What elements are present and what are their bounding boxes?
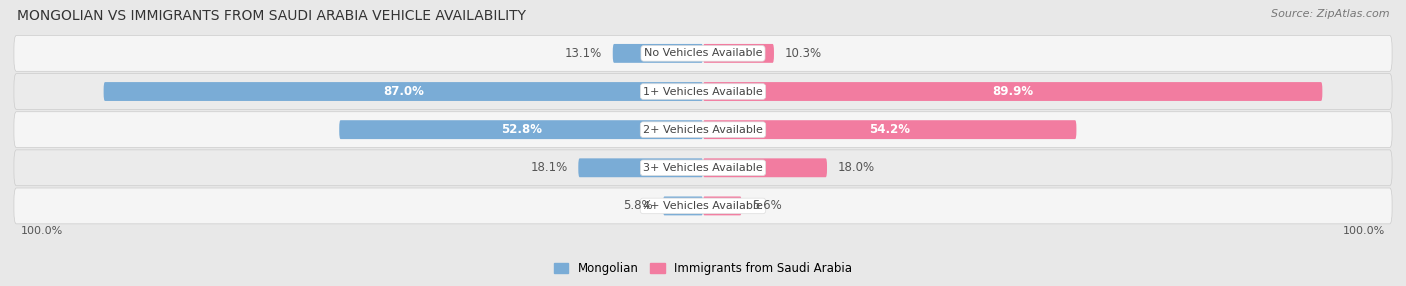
Text: 100.0%: 100.0% [21,226,63,236]
Text: 13.1%: 13.1% [565,47,602,60]
FancyBboxPatch shape [613,44,703,63]
FancyBboxPatch shape [703,196,741,215]
Text: 87.0%: 87.0% [382,85,423,98]
FancyBboxPatch shape [14,112,1392,148]
Text: 5.6%: 5.6% [752,199,782,212]
FancyBboxPatch shape [664,196,703,215]
Text: 18.0%: 18.0% [838,161,875,174]
FancyBboxPatch shape [578,158,703,177]
Text: 10.3%: 10.3% [785,47,821,60]
Text: 2+ Vehicles Available: 2+ Vehicles Available [643,125,763,135]
Text: Source: ZipAtlas.com: Source: ZipAtlas.com [1271,9,1389,19]
Text: 100.0%: 100.0% [1343,226,1385,236]
Text: 89.9%: 89.9% [993,85,1033,98]
FancyBboxPatch shape [703,120,1077,139]
Text: 18.1%: 18.1% [530,161,568,174]
FancyBboxPatch shape [14,150,1392,186]
Text: No Vehicles Available: No Vehicles Available [644,48,762,58]
Text: 1+ Vehicles Available: 1+ Vehicles Available [643,87,763,96]
FancyBboxPatch shape [339,120,703,139]
FancyBboxPatch shape [703,82,1323,101]
Legend: Mongolian, Immigrants from Saudi Arabia: Mongolian, Immigrants from Saudi Arabia [550,258,856,280]
FancyBboxPatch shape [14,188,1392,224]
FancyBboxPatch shape [14,74,1392,110]
FancyBboxPatch shape [104,82,703,101]
Text: 52.8%: 52.8% [501,123,541,136]
Text: 54.2%: 54.2% [869,123,910,136]
FancyBboxPatch shape [703,44,773,63]
FancyBboxPatch shape [703,158,827,177]
Text: 5.8%: 5.8% [623,199,652,212]
Text: 3+ Vehicles Available: 3+ Vehicles Available [643,163,763,173]
FancyBboxPatch shape [14,35,1392,71]
Text: 4+ Vehicles Available: 4+ Vehicles Available [643,201,763,211]
Text: MONGOLIAN VS IMMIGRANTS FROM SAUDI ARABIA VEHICLE AVAILABILITY: MONGOLIAN VS IMMIGRANTS FROM SAUDI ARABI… [17,9,526,23]
